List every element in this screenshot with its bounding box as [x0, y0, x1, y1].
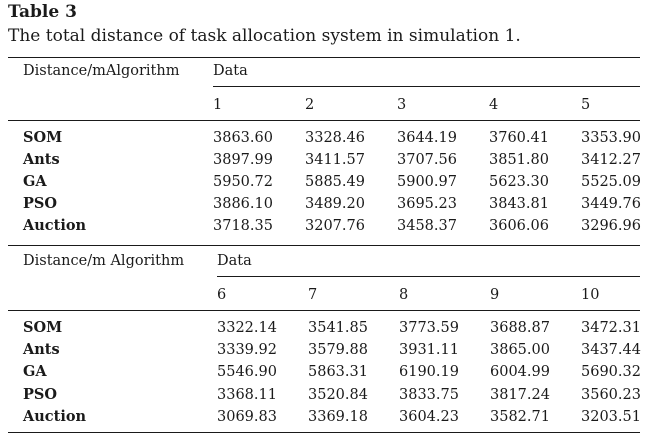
header-rule [8, 120, 640, 121]
table-cell: 3773.59 [399, 320, 459, 336]
table-cell: 3851.80 [489, 152, 549, 168]
table-cell: 3817.24 [490, 387, 550, 403]
table-cell: 3369.18 [308, 409, 368, 425]
column-header: 3 [397, 97, 407, 113]
table-cell: 5900.97 [397, 174, 457, 190]
group-rule [217, 276, 640, 277]
table-cell: 5950.72 [213, 174, 273, 190]
row-name: Auction [23, 408, 87, 425]
table-cell: 3579.88 [308, 342, 368, 358]
table-cell: 5525.09 [581, 174, 641, 190]
table-cell: 3541.85 [308, 320, 368, 336]
table-cell: 5546.90 [217, 364, 277, 380]
row-name: Ants [23, 151, 60, 168]
data-group-header: Data [217, 253, 252, 269]
row-name: Ants [23, 341, 60, 358]
table-cell: 3560.23 [581, 387, 641, 403]
row-name: SOM [23, 319, 63, 336]
column-header: 4 [489, 97, 499, 113]
row-name: SOM [23, 129, 63, 146]
stub-header: Distance/m Algorithm [23, 253, 185, 269]
table-caption: The total distance of task allocation sy… [8, 26, 521, 46]
row-name: PSO [23, 195, 58, 212]
table-cell: 3296.96 [581, 218, 641, 234]
table-label: Table 3 [8, 2, 77, 22]
column-header: 7 [308, 287, 318, 303]
table-cell: 3606.06 [489, 218, 549, 234]
table-cell: 6190.19 [399, 364, 459, 380]
table-cell: 3833.75 [399, 387, 459, 403]
table-cell: 5863.31 [308, 364, 368, 380]
table-cell: 3489.20 [305, 196, 365, 212]
table-cell: 3707.56 [397, 152, 457, 168]
bottom-rule [8, 432, 640, 433]
table-cell: 3886.10 [213, 196, 273, 212]
top-rule [8, 57, 640, 58]
table-cell: 3449.76 [581, 196, 641, 212]
section-rule [8, 245, 640, 246]
table-cell: 6004.99 [490, 364, 550, 380]
table-cell: 3843.81 [489, 196, 549, 212]
table-cell: 3458.37 [397, 218, 457, 234]
table-cell: 3644.19 [397, 130, 457, 146]
header-rule [8, 310, 640, 311]
column-header: 10 [581, 287, 600, 303]
column-header: 8 [399, 287, 409, 303]
table-cell: 3207.76 [305, 218, 365, 234]
data-group-header: Data [213, 63, 248, 79]
table-cell: 3604.23 [399, 409, 459, 425]
table-cell: 5690.32 [581, 364, 641, 380]
column-header: 6 [217, 287, 227, 303]
table-cell: 3760.41 [489, 130, 549, 146]
row-name: GA [23, 173, 47, 190]
column-header: 1 [213, 97, 223, 113]
table-cell: 3353.90 [581, 130, 641, 146]
table-cell: 3582.71 [490, 409, 550, 425]
table-cell: 3931.11 [399, 342, 459, 358]
table-cell: 3069.83 [217, 409, 277, 425]
table-cell: 3718.35 [213, 218, 273, 234]
table-cell: 5623.30 [489, 174, 549, 190]
table-cell: 3203.51 [581, 409, 641, 425]
table-cell: 3520.84 [308, 387, 368, 403]
table-cell: 3339.92 [217, 342, 277, 358]
table-cell: 5885.49 [305, 174, 365, 190]
table-cell: 3897.99 [213, 152, 273, 168]
column-header: 5 [581, 97, 591, 113]
row-name: Auction [23, 217, 87, 234]
table-cell: 3688.87 [490, 320, 550, 336]
table-cell: 3695.23 [397, 196, 457, 212]
table-cell: 3322.14 [217, 320, 277, 336]
row-name: PSO [23, 386, 58, 403]
table-cell: 3865.00 [490, 342, 550, 358]
table-cell: 3328.46 [305, 130, 365, 146]
table-cell: 3368.11 [217, 387, 277, 403]
column-header: 9 [490, 287, 500, 303]
table-cell: 3437.44 [581, 342, 641, 358]
table-cell: 3411.57 [305, 152, 365, 168]
table-cell: 3472.31 [581, 320, 641, 336]
row-name: GA [23, 363, 47, 380]
column-header: 2 [305, 97, 315, 113]
group-rule [213, 86, 640, 87]
stub-header: Distance/mAlgorithm [23, 63, 180, 79]
table-cell: 3412.27 [581, 152, 641, 168]
table-cell: 3863.60 [213, 130, 273, 146]
